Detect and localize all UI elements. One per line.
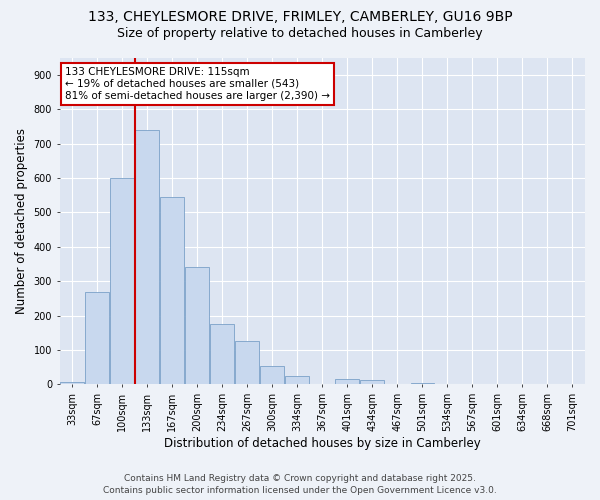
Text: 133 CHEYLESMORE DRIVE: 115sqm
← 19% of detached houses are smaller (543)
81% of : 133 CHEYLESMORE DRIVE: 115sqm ← 19% of d… (65, 68, 330, 100)
Bar (335, 380, 359, 384)
Bar (235, 342, 259, 384)
Bar (61, 382, 84, 384)
Bar (160, 197, 184, 384)
Bar (185, 268, 209, 384)
Text: 133, CHEYLESMORE DRIVE, FRIMLEY, CAMBERLEY, GU16 9BP: 133, CHEYLESMORE DRIVE, FRIMLEY, CAMBERL… (88, 10, 512, 24)
Bar (211, 324, 234, 384)
Bar (136, 130, 159, 384)
Y-axis label: Number of detached properties: Number of detached properties (15, 128, 28, 314)
Bar (410, 382, 434, 384)
X-axis label: Distribution of detached houses by size in Camberley: Distribution of detached houses by size … (164, 437, 481, 450)
Bar (260, 366, 284, 384)
Bar (85, 292, 109, 384)
Bar (110, 178, 134, 384)
Bar (361, 380, 384, 384)
Text: Size of property relative to detached houses in Camberley: Size of property relative to detached ho… (117, 28, 483, 40)
Text: Contains HM Land Registry data © Crown copyright and database right 2025.
Contai: Contains HM Land Registry data © Crown c… (103, 474, 497, 495)
Bar (286, 376, 309, 384)
